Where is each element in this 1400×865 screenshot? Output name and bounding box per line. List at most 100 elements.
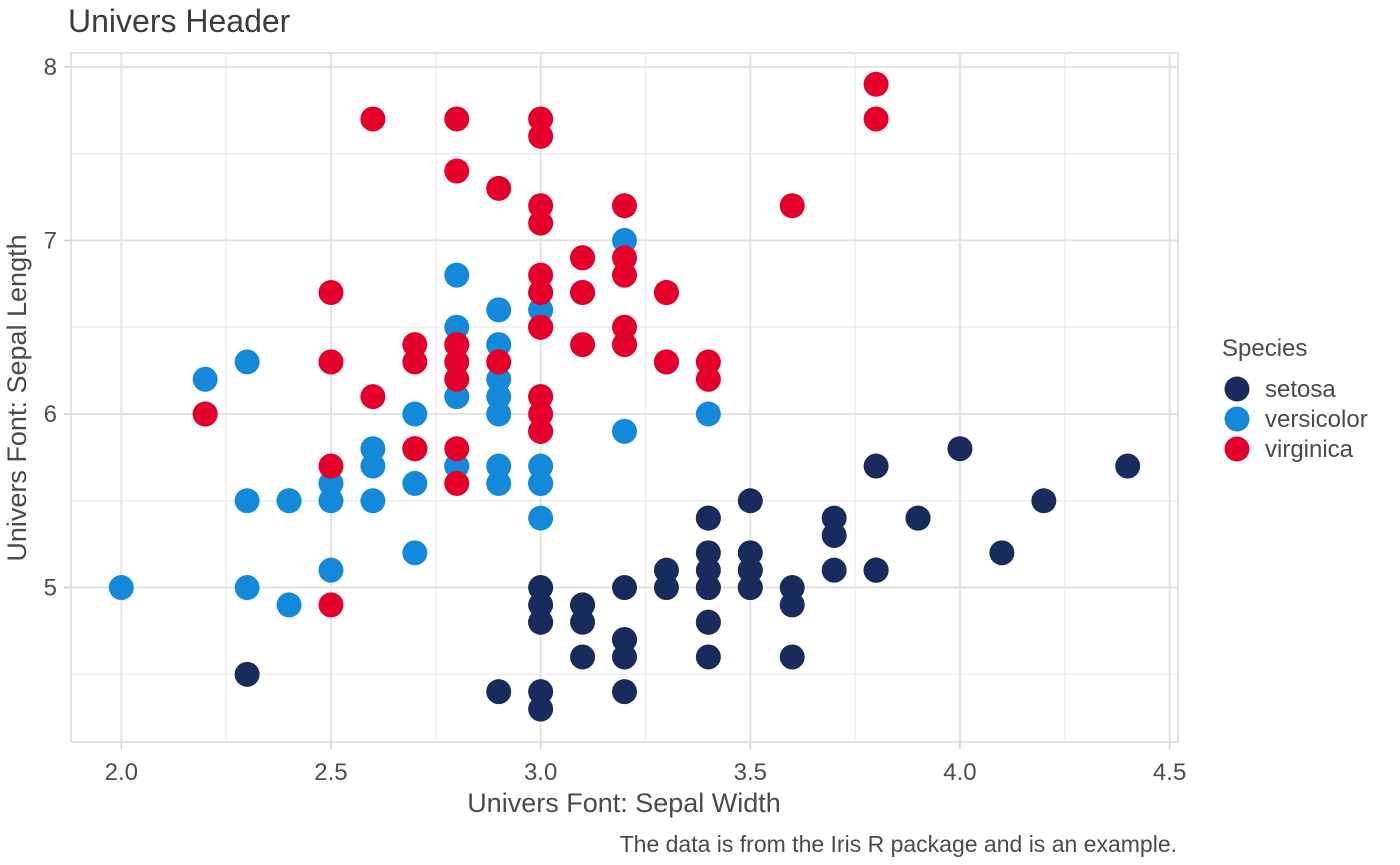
data-point-setosa — [737, 540, 763, 566]
data-point-setosa — [779, 592, 805, 618]
data-point-setosa — [821, 522, 847, 548]
data-point-versicolor — [108, 575, 134, 601]
data-point-setosa — [612, 644, 637, 670]
data-point-versicolor — [486, 297, 512, 323]
legend-item-setosa: setosa — [1224, 376, 1336, 403]
data-point-virginica — [402, 436, 428, 462]
data-point-virginica — [444, 470, 470, 496]
data-point-setosa — [570, 609, 596, 635]
data-point-versicolor — [234, 349, 260, 375]
data-point-virginica — [360, 384, 386, 410]
legend-label-setosa: setosa — [1265, 376, 1336, 403]
data-point-virginica — [528, 314, 554, 340]
data-point-virginica — [192, 401, 218, 427]
legend: Species setosa versicolor virginica — [1222, 335, 1368, 463]
data-point-virginica — [612, 245, 637, 271]
data-point-virginica — [444, 349, 470, 375]
data-point-virginica — [653, 280, 679, 306]
x-tick-label: 2.5 — [314, 759, 347, 786]
legend-key-setosa — [1224, 376, 1250, 402]
data-point-virginica — [444, 332, 470, 358]
data-point-virginica — [528, 123, 554, 149]
data-point-setosa — [737, 488, 763, 514]
data-point-virginica — [402, 349, 428, 375]
data-point-setosa — [528, 575, 554, 601]
data-point-virginica — [444, 158, 470, 184]
data-point-virginica — [528, 262, 554, 288]
data-point-versicolor — [192, 366, 218, 392]
data-point-setosa — [695, 644, 721, 670]
data-point-setosa — [695, 540, 721, 566]
x-tick-label: 4.0 — [943, 759, 976, 786]
data-point-virginica — [528, 193, 554, 219]
chart-caption: The data is from the Iris R package and … — [620, 831, 1177, 857]
data-points — [108, 71, 1141, 722]
x-axis-tick-labels: 2.0 2.5 3.0 3.5 4.0 4.5 — [105, 759, 1187, 786]
data-point-setosa — [695, 505, 721, 531]
data-point-versicolor — [234, 575, 260, 601]
data-point-virginica — [528, 280, 554, 306]
data-point-setosa — [737, 575, 763, 601]
data-point-virginica — [612, 314, 637, 340]
data-point-virginica — [570, 332, 596, 358]
legend-item-versicolor: versicolor — [1224, 406, 1368, 433]
y-tick-label: 8 — [44, 54, 57, 81]
data-point-setosa — [695, 557, 721, 583]
data-point-versicolor — [360, 436, 386, 462]
chart-title: Univers Header — [68, 3, 291, 39]
data-point-setosa — [570, 644, 596, 670]
legend-key-versicolor — [1224, 406, 1250, 432]
y-tick-label: 5 — [44, 575, 57, 602]
data-point-setosa — [947, 436, 973, 462]
data-point-versicolor — [486, 453, 512, 479]
series-setosa — [234, 436, 1141, 722]
y-axis-title: Univers Font: Sepal Length — [2, 234, 32, 561]
y-tick-label: 7 — [44, 227, 57, 254]
data-point-virginica — [695, 366, 721, 392]
x-tick-label: 3.0 — [524, 759, 557, 786]
y-tick-label: 6 — [44, 401, 57, 428]
data-point-versicolor — [276, 488, 302, 514]
data-point-virginica — [695, 349, 721, 375]
y-axis-tick-labels: 5 6 7 8 — [44, 54, 57, 602]
data-point-setosa — [486, 679, 512, 705]
data-point-versicolor — [486, 366, 512, 392]
legend-items: setosa versicolor virginica — [1224, 376, 1368, 463]
data-point-setosa — [779, 644, 805, 670]
data-point-setosa — [695, 609, 721, 635]
data-point-virginica — [612, 332, 637, 358]
data-point-virginica — [779, 193, 805, 219]
data-point-setosa — [821, 505, 847, 531]
data-point-versicolor — [444, 453, 470, 479]
data-point-virginica — [360, 106, 386, 132]
data-point-setosa — [528, 696, 554, 722]
data-point-setosa — [653, 575, 679, 601]
data-point-virginica — [612, 262, 637, 288]
data-point-versicolor — [402, 540, 428, 566]
data-point-virginica — [318, 349, 344, 375]
data-point-versicolor — [360, 488, 386, 514]
data-point-setosa — [863, 557, 889, 583]
data-point-versicolor — [276, 592, 302, 618]
data-point-versicolor — [486, 470, 512, 496]
data-point-setosa — [612, 575, 637, 601]
data-point-setosa — [989, 540, 1015, 566]
data-point-virginica — [486, 349, 512, 375]
data-point-versicolor — [528, 297, 554, 323]
plot-panel-border — [70, 52, 1179, 743]
axis-tick-marks — [64, 66, 1171, 749]
data-point-versicolor — [486, 384, 512, 410]
data-point-versicolor — [318, 488, 344, 514]
x-tick-label: 2.0 — [105, 759, 138, 786]
data-point-versicolor — [444, 262, 470, 288]
data-point-virginica — [570, 245, 596, 271]
data-point-virginica — [318, 453, 344, 479]
data-point-virginica — [612, 193, 637, 219]
data-point-versicolor — [360, 453, 386, 479]
data-point-setosa — [528, 609, 554, 635]
data-point-versicolor — [486, 332, 512, 358]
data-point-virginica — [528, 418, 554, 444]
data-point-setosa — [695, 575, 721, 601]
legend-title: Species — [1222, 335, 1307, 362]
